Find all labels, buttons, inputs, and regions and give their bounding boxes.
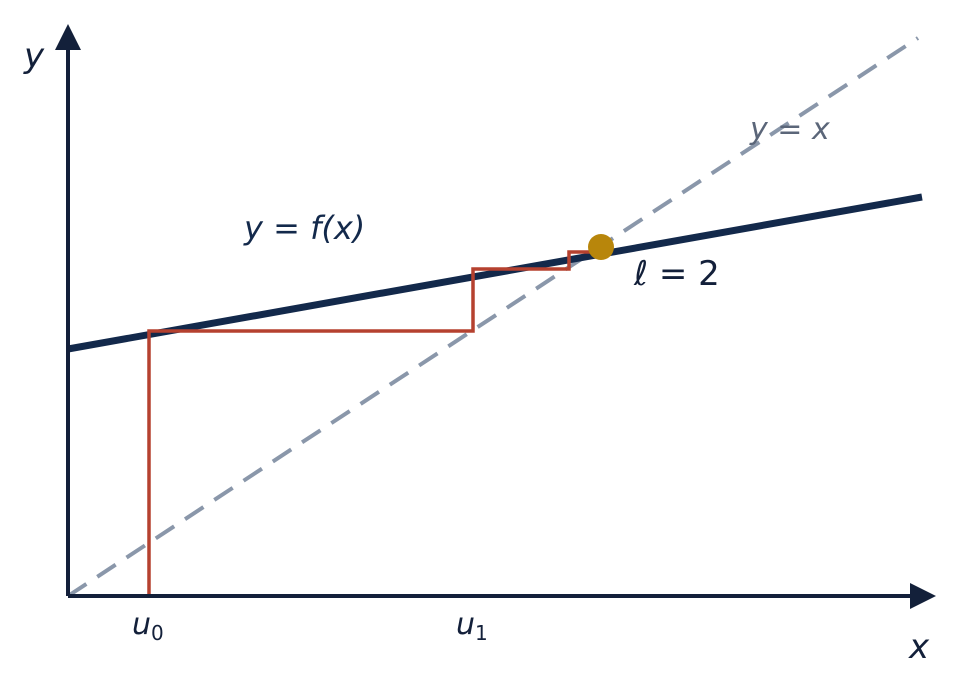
identity-line [66,36,920,598]
y-axis-arrow [55,24,81,50]
iterate-label: u0 [132,607,164,645]
iterate-symbol: u [456,607,475,642]
f-curve [67,193,923,353]
x-axis-arrow [910,583,936,609]
y-axis-label: y [23,36,45,76]
x-axis-label: x [908,627,930,667]
iterate-symbol: u [132,607,151,642]
iterate-index: 0 [151,621,164,645]
fixed-point-label: ℓ = 2 [633,254,720,294]
f-label: y = f(x) [243,209,365,247]
fixed-point [588,234,614,260]
iterate-index: 1 [475,621,488,645]
cobweb-path [147,250,592,596]
identity-label: y = x [749,112,830,147]
iterate-label: u1 [456,607,488,645]
